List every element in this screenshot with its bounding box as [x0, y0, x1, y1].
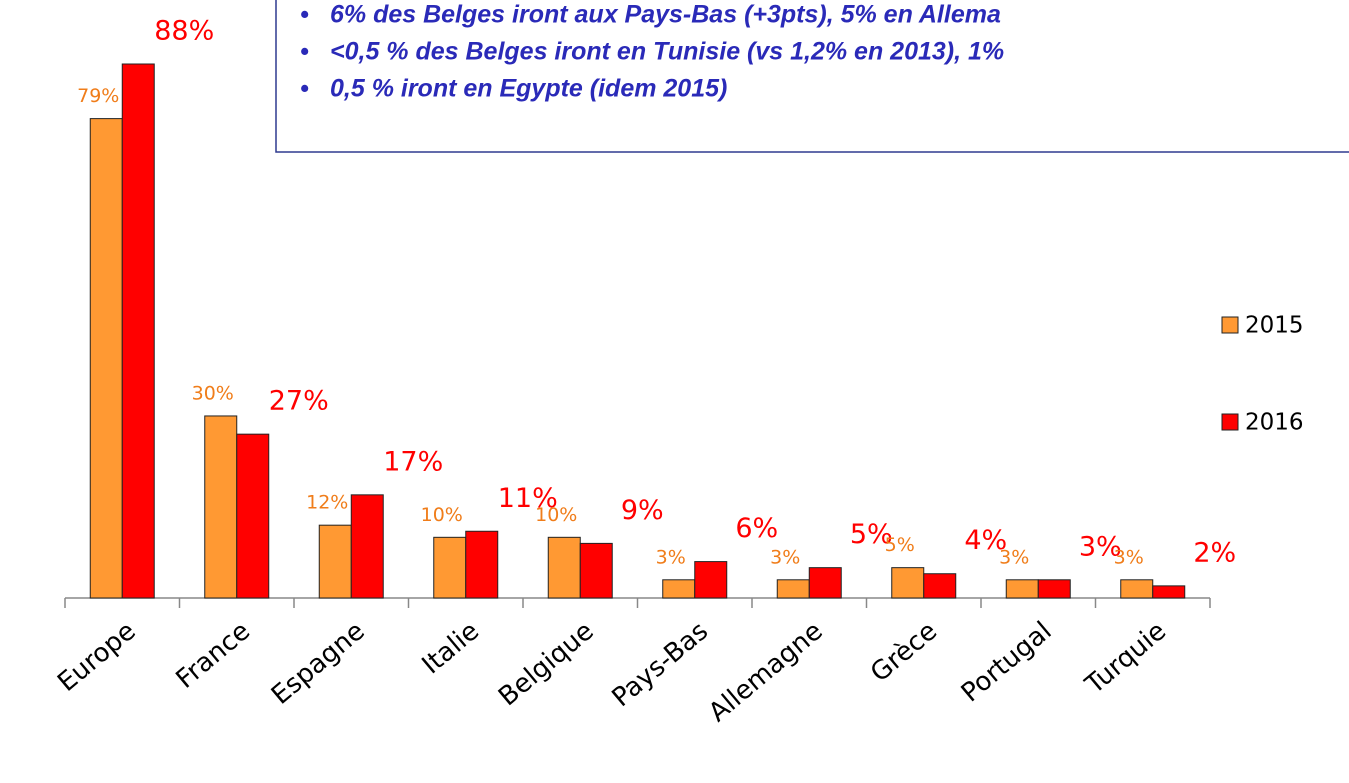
legend-label: 2015	[1245, 313, 1304, 339]
x-tick-label: Belgique	[493, 616, 599, 712]
bar	[923, 573, 957, 599]
value-label: 79%	[77, 85, 119, 107]
x-tick-label: Turquie	[1079, 616, 1172, 701]
value-label: 3%	[656, 546, 686, 568]
value-label: 2%	[1193, 537, 1236, 568]
bar	[1120, 579, 1154, 599]
bar	[1152, 585, 1186, 599]
value-label: 10%	[421, 504, 463, 526]
value-label: 11%	[498, 483, 558, 514]
value-label: 88%	[154, 16, 214, 47]
x-tick-label: Italie	[417, 616, 486, 680]
x-tick-label: Europe	[52, 616, 141, 698]
note-bullet: •	[300, 1, 309, 29]
value-label: 6%	[735, 513, 778, 544]
bar	[350, 494, 384, 599]
bar	[121, 63, 155, 599]
value-label: 3%	[1079, 531, 1122, 562]
x-tick-label: Portugal	[956, 616, 1058, 708]
value-label: 4%	[964, 525, 1007, 556]
x-tick-label: Grèce	[865, 616, 943, 688]
bar	[433, 536, 467, 599]
bar	[694, 561, 728, 599]
bar	[1005, 579, 1039, 599]
value-label: 9%	[621, 495, 664, 526]
legend-label: 2016	[1245, 410, 1304, 436]
bar	[465, 530, 499, 599]
value-label: 10%	[535, 504, 577, 526]
note-text: 6% des Belges iront aux Pays-Bas (+3pts)…	[330, 1, 1001, 29]
bar	[808, 567, 842, 599]
bar	[318, 524, 352, 599]
bar	[204, 415, 238, 599]
bar	[89, 118, 123, 599]
bar	[891, 567, 925, 599]
bar	[579, 542, 613, 599]
x-tick-label: Allemagne	[703, 616, 828, 728]
value-label: 5%	[885, 534, 915, 556]
x-tick-label: Pays-Bas	[607, 616, 714, 713]
bar	[236, 433, 270, 599]
bar	[1037, 579, 1071, 599]
note-bullet: •	[300, 75, 309, 103]
value-label: 17%	[383, 446, 443, 477]
legend-swatch	[1221, 316, 1239, 334]
bar	[776, 579, 810, 599]
value-label: 30%	[192, 382, 234, 404]
note-text: 0,5 % iront en Egypte (idem 2015)	[330, 75, 727, 103]
value-label: 3%	[1114, 546, 1144, 568]
value-label: 3%	[770, 546, 800, 568]
x-tick-label: Espagne	[266, 616, 371, 711]
note-text: <0,5 % des Belges iront en Tunisie (vs 1…	[330, 38, 1004, 66]
note-bullet: •	[300, 38, 309, 66]
bar	[547, 536, 581, 599]
legend-swatch	[1221, 413, 1239, 431]
value-label: 27%	[269, 386, 329, 417]
bar	[662, 579, 696, 599]
value-label: 12%	[306, 492, 348, 514]
value-label: 3%	[999, 546, 1029, 568]
x-tick-label: France	[171, 616, 257, 695]
value-label: 5%	[850, 519, 893, 550]
note-box	[275, 0, 1349, 153]
